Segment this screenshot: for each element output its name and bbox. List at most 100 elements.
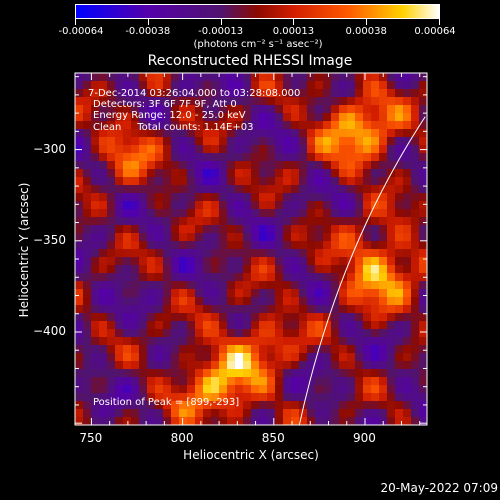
- heatmap-cell: [163, 409, 172, 418]
- heatmap-cell: [243, 321, 252, 330]
- heatmap-cell: [283, 289, 292, 298]
- heatmap-cell: [203, 257, 212, 266]
- heatmap-cell: [243, 161, 252, 170]
- heatmap-cell: [75, 209, 84, 218]
- heatmap-cell: [243, 393, 252, 402]
- heatmap-cell: [411, 321, 420, 330]
- heatmap-cell: [227, 105, 236, 114]
- heatmap-cell: [179, 145, 188, 154]
- heatmap-cell: [75, 273, 84, 282]
- heatmap-cell: [107, 393, 116, 402]
- heatmap-cell: [75, 169, 84, 178]
- heatmap-cell: [283, 305, 292, 314]
- heatmap-cell: [203, 409, 212, 418]
- heatmap-cell: [123, 257, 132, 266]
- heatmap-cell: [395, 409, 404, 418]
- heatmap-cell: [347, 89, 356, 98]
- x-axis-label: Heliocentric X (arcsec): [183, 448, 319, 462]
- heatmap-cell: [403, 153, 412, 162]
- heatmap-cell: [243, 281, 252, 290]
- heatmap-cell: [115, 321, 124, 330]
- heatmap-cell: [371, 369, 380, 378]
- heatmap-cell: [387, 145, 396, 154]
- heatmap-cell: [331, 337, 340, 346]
- heatmap-cell: [211, 185, 220, 194]
- heatmap-cell: [75, 417, 84, 426]
- heatmap-cell: [139, 281, 148, 290]
- heatmap-cell: [395, 297, 404, 306]
- heatmap-cell: [187, 257, 196, 266]
- heatmap-cell: [99, 81, 108, 90]
- heatmap-cell: [379, 145, 388, 154]
- heatmap-cell: [147, 185, 156, 194]
- heatmap-cell: [243, 177, 252, 186]
- heatmap-cell: [131, 305, 140, 314]
- heatmap-cell: [115, 401, 124, 410]
- heatmap-cell: [315, 81, 324, 90]
- heatmap-cell: [91, 297, 100, 306]
- heatmap-cell: [123, 137, 132, 146]
- heatmap-cell: [115, 73, 124, 82]
- heatmap-cell: [99, 113, 108, 122]
- heatmap-cell: [179, 249, 188, 258]
- heatmap-cell: [331, 177, 340, 186]
- heatmap-cell: [323, 121, 332, 130]
- heatmap-cell: [179, 225, 188, 234]
- heatmap-cell: [395, 177, 404, 186]
- heatmap-cell: [243, 337, 252, 346]
- heatmap-cell: [395, 345, 404, 354]
- heatmap-cell: [411, 233, 420, 242]
- heatmap-cell: [147, 401, 156, 410]
- heatmap-cell: [419, 249, 428, 258]
- heatmap-cell: [235, 401, 244, 410]
- heatmap-cell: [331, 345, 340, 354]
- heatmap-cell: [379, 81, 388, 90]
- heatmap-cell: [259, 337, 268, 346]
- heatmap-cell: [203, 121, 212, 130]
- heatmap-cell: [275, 409, 284, 418]
- heatmap-cell: [171, 305, 180, 314]
- heatmap-cell: [387, 217, 396, 226]
- heatmap-cell: [179, 177, 188, 186]
- heatmap-cell: [227, 289, 236, 298]
- heatmap-cell: [315, 225, 324, 234]
- heatmap-cell: [347, 177, 356, 186]
- heatmap-cell: [395, 321, 404, 330]
- heatmap-cell: [299, 121, 308, 130]
- heatmap-cell: [139, 353, 148, 362]
- heatmap-cell: [387, 353, 396, 362]
- heatmap-cell: [355, 281, 364, 290]
- heatmap-cell: [195, 225, 204, 234]
- heatmap-cell: [139, 305, 148, 314]
- heatmap-cell: [331, 153, 340, 162]
- heatmap-cell: [83, 369, 92, 378]
- heatmap-cell: [179, 233, 188, 242]
- heatmap-cell: [347, 417, 356, 426]
- heatmap-cell: [387, 273, 396, 282]
- heatmap-cell: [259, 393, 268, 402]
- heatmap-cell: [155, 81, 164, 90]
- heatmap-cell: [131, 417, 140, 426]
- heatmap-cell: [331, 129, 340, 138]
- heatmap-cell: [99, 329, 108, 338]
- heatmap-cell: [227, 337, 236, 346]
- heatmap-cell: [379, 113, 388, 122]
- heatmap-cell: [379, 409, 388, 418]
- heatmap-cell: [275, 89, 284, 98]
- heatmap-cell: [235, 129, 244, 138]
- heatmap-cell: [155, 105, 164, 114]
- heatmap-cell: [331, 281, 340, 290]
- heatmap-cell: [315, 185, 324, 194]
- heatmap-cell: [371, 241, 380, 250]
- heatmap-cell: [323, 297, 332, 306]
- heatmap-cell: [251, 281, 260, 290]
- heatmap-cell: [147, 361, 156, 370]
- heatmap-cell: [75, 265, 84, 274]
- heatmap-cell: [235, 337, 244, 346]
- heatmap-cell: [83, 193, 92, 202]
- heatmap-cell: [315, 329, 324, 338]
- heatmap-cell: [179, 353, 188, 362]
- heatmap-cell: [259, 369, 268, 378]
- heatmap-cell: [115, 273, 124, 282]
- heatmap-cell: [235, 377, 244, 386]
